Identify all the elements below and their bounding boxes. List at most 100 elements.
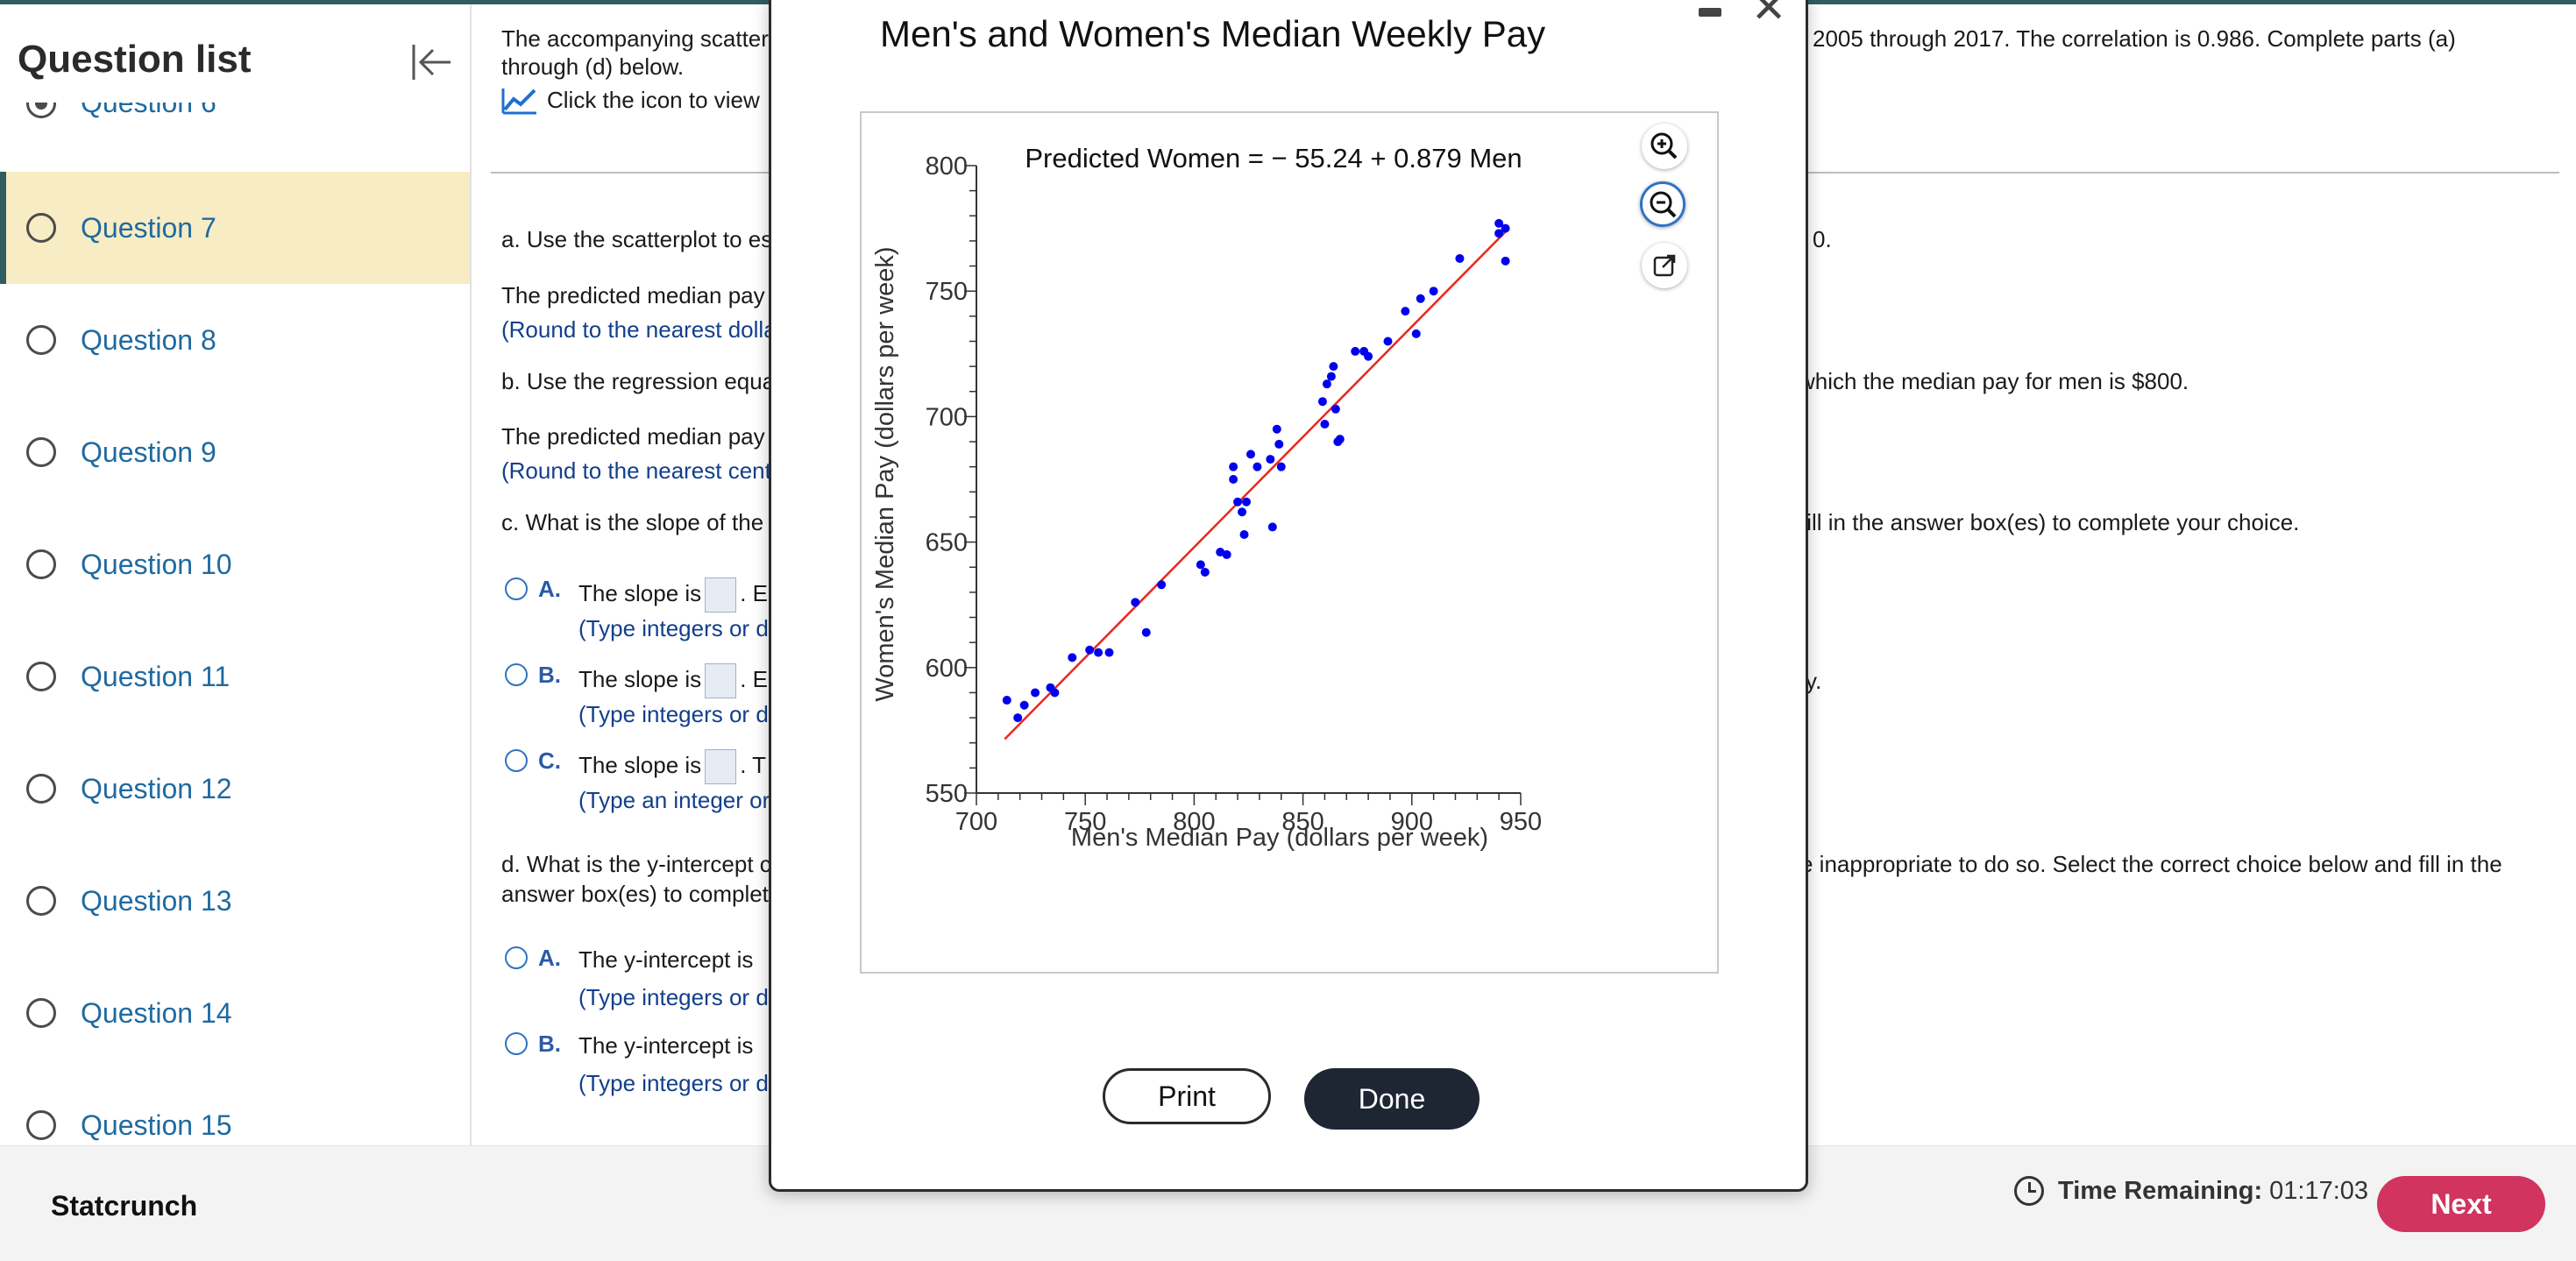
sidebar-item-question-6[interactable]: Question 6 — [26, 103, 377, 131]
data-point — [1157, 580, 1167, 590]
data-point — [1242, 497, 1252, 507]
data-point — [1501, 223, 1510, 233]
y-tick-label: 750 — [926, 278, 968, 306]
data-point — [1455, 253, 1465, 263]
data-point — [1335, 435, 1345, 444]
time-remaining: Time Remaining: 01:17:03 — [2014, 1176, 2368, 1206]
chart-link-icon — [501, 89, 536, 115]
x-tick-label: 750 — [1064, 808, 1106, 836]
next-button[interactable]: Next — [2377, 1176, 2545, 1232]
collapse-sidebar-button[interactable] — [408, 39, 454, 85]
data-point — [1494, 229, 1504, 238]
part-c-option-a-radio[interactable] — [505, 577, 528, 600]
sidebar-item-question-12[interactable]: Question 12 — [0, 733, 470, 845]
data-point — [1200, 567, 1210, 577]
y-axis-label: Women's Median Pay (dollars per week) — [871, 246, 899, 701]
option-hint: (Type an integer or — [578, 787, 770, 813]
part-a-prompt-right: 0. — [1813, 226, 1832, 252]
sidebar-item-question-10[interactable]: Question 10 — [0, 508, 470, 620]
data-point — [1239, 530, 1249, 540]
part-d-prompt-right: e inappropriate to do so. Select the cor… — [1800, 851, 2502, 877]
unanswered-status-icon — [26, 437, 56, 467]
data-point — [1050, 688, 1060, 698]
data-point — [1494, 218, 1504, 228]
option-letter: C. — [538, 747, 561, 774]
part-a-rounding-hint: (Round to the nearest dolla — [501, 316, 777, 343]
slope-answer-box[interactable] — [705, 663, 737, 698]
x-tick-label: 800 — [1173, 808, 1215, 836]
data-point — [1085, 645, 1095, 655]
part-d-prompt-line2: answer box(es) to complet — [501, 881, 769, 907]
option-letter: A. — [538, 576, 561, 602]
data-point — [1013, 713, 1023, 723]
minimize-button[interactable] — [1697, 8, 1725, 20]
intro-text: The accompanying scatter — [501, 25, 769, 52]
done-button[interactable]: Done — [1304, 1068, 1480, 1130]
sidebar-item-question-15[interactable]: Question 15 — [0, 1069, 470, 1145]
data-point — [1233, 497, 1243, 507]
data-point — [1411, 329, 1421, 338]
data-points — [1002, 218, 1510, 723]
chart-axes: 700 750 800 850 900 950 550 600 650 700 750 800 — [926, 152, 1543, 836]
zoom-in-button[interactable] — [1642, 124, 1687, 169]
zoom-out-button[interactable] — [1640, 181, 1685, 227]
part-c-option-b-text: The slope is . E — [578, 663, 768, 698]
zoom-out-icon — [1650, 191, 1677, 218]
open-external-icon — [1653, 254, 1676, 277]
sidebar-item-label: Question 10 — [81, 548, 232, 580]
y-tick-label: 600 — [926, 655, 968, 683]
sidebar-item-label: Question 11 — [81, 660, 231, 692]
sidebar-item-question-8[interactable]: Question 8 — [0, 284, 470, 396]
slope-answer-box[interactable] — [705, 577, 737, 613]
view-data-link[interactable]: Click the icon to view — [501, 85, 760, 115]
intro-text-right: 2005 through 2017. The correlation is 0.… — [1813, 25, 2456, 52]
data-point — [1253, 462, 1262, 471]
data-point — [1329, 362, 1338, 372]
option-text-cont: . E — [740, 665, 768, 692]
close-button[interactable]: ✕ — [1751, 0, 1786, 30]
data-point — [1320, 419, 1330, 429]
part-d-option-a-radio[interactable] — [505, 946, 528, 969]
option-text-cont: . E — [740, 579, 768, 606]
sidebar-item-question-11[interactable]: Question 11 — [0, 620, 470, 733]
part-b-prompt-right: which the median pay for men is $800. — [1799, 368, 2189, 394]
part-b-answer-text: The predicted median pay — [501, 423, 765, 450]
part-d-option-b-radio[interactable] — [505, 1032, 528, 1055]
option-hint: (Type integers or d — [578, 701, 769, 727]
part-a-prompt: a. Use the scatterplot to es — [501, 226, 773, 252]
part-c-option-c-radio[interactable] — [505, 749, 528, 772]
print-button[interactable]: Print — [1103, 1068, 1271, 1124]
sidebar-item-label: Question 7 — [81, 211, 216, 244]
option-text: The slope is — [578, 579, 702, 606]
x-tick-label: 700 — [955, 808, 997, 836]
sidebar-item-question-7[interactable]: Question 7 — [0, 172, 470, 284]
part-c-option-b-radio[interactable] — [505, 663, 528, 686]
data-point — [1267, 522, 1277, 532]
unanswered-status-icon — [26, 213, 56, 243]
regression-line-group — [1004, 230, 1507, 740]
data-point — [1002, 696, 1011, 705]
option-text: The slope is — [578, 751, 702, 778]
sidebar-title: Question list — [18, 38, 252, 81]
slope-answer-box[interactable] — [705, 749, 737, 784]
sidebar-item-question-9[interactable]: Question 9 — [0, 396, 470, 508]
data-point — [1429, 287, 1438, 296]
x-tick-label: 950 — [1500, 808, 1542, 836]
unanswered-status-icon — [26, 325, 56, 355]
option-letter: B. — [538, 1031, 561, 1057]
unanswered-status-icon — [26, 774, 56, 804]
time-remaining-value: 01:17:03 — [2269, 1176, 2369, 1205]
sidebar-item-label: Question 9 — [81, 436, 216, 468]
x-tick-label: 900 — [1391, 808, 1433, 836]
statcrunch-link[interactable]: Statcrunch — [51, 1190, 198, 1222]
question-list-sidebar: Question list Question 6 Question 7 Ques… — [0, 4, 472, 1145]
unanswered-status-icon — [26, 1110, 56, 1140]
unanswered-status-icon — [26, 662, 56, 691]
part-c-option-b-right: y. — [1806, 668, 1822, 694]
data-point — [1364, 351, 1373, 361]
sidebar-item-question-14[interactable]: Question 14 — [0, 957, 470, 1069]
y-tick-label: 800 — [926, 152, 968, 181]
open-in-new-window-button[interactable] — [1642, 243, 1687, 288]
scatterplot: Predicted Women = − 55.24 + 0.879 Men Wo… — [871, 143, 1543, 852]
sidebar-item-question-13[interactable]: Question 13 — [0, 845, 470, 957]
